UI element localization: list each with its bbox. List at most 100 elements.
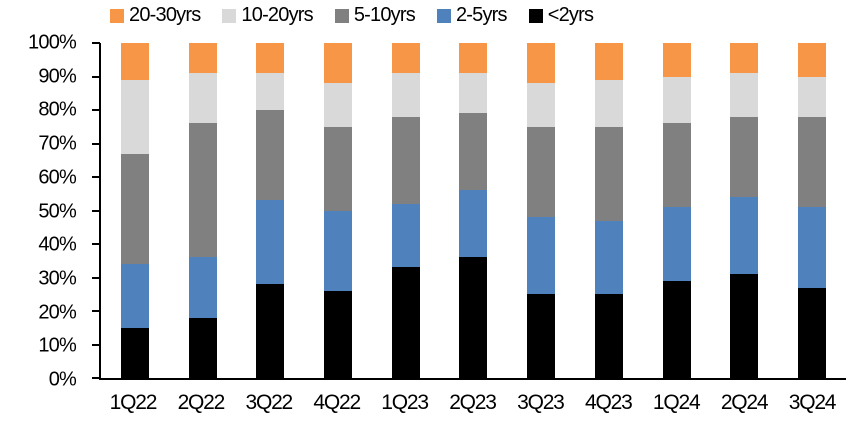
x-axis-tick-label: 3Q22 <box>245 391 293 414</box>
bar-2Q22 <box>188 43 217 378</box>
bar-segment-20-30yrs <box>120 43 149 80</box>
x-axis-tick-label: 4Q23 <box>585 391 633 414</box>
bar-segment-5-10yrs <box>324 126 353 211</box>
y-axis-tick-mark <box>92 276 100 279</box>
y-axis-tick-mark <box>92 243 100 245</box>
y-axis-tick-mark <box>92 377 100 379</box>
legend-label: 10-20yrs <box>241 4 313 26</box>
bar-segment-2-5yrs <box>662 207 691 281</box>
legend-item-2: 5-10yrs <box>334 4 416 27</box>
bar-segment-10-20yrs <box>662 76 691 124</box>
x-axis-tick-label: 3Q23 <box>517 391 565 414</box>
y-axis-tick-label: 70% <box>38 132 76 155</box>
legend-label: 20-30yrs <box>129 4 201 26</box>
y-axis-tick-label: 0% <box>48 368 77 391</box>
y-axis-tick-label: 80% <box>38 98 76 121</box>
bar-segment-10-20yrs <box>730 73 759 117</box>
bar-segment-5-10yrs <box>594 126 623 221</box>
y-axis-tick-label: 30% <box>38 267 76 290</box>
bar-segment-2-5yrs <box>730 197 759 275</box>
y-axis-tick-mark <box>92 343 100 346</box>
bar-segment-5-10yrs <box>256 110 285 201</box>
legend-item-3: 2-5yrs <box>436 4 508 27</box>
bar-segment-10-20yrs <box>391 73 420 117</box>
bar-segment-10-20yrs <box>798 76 827 117</box>
bar-segment-10-20yrs <box>527 83 556 127</box>
bar-segment-2-5yrs <box>798 207 827 288</box>
x-axis-tick-label: 1Q23 <box>381 391 429 414</box>
y-axis-tick-label: 90% <box>38 65 76 88</box>
bar-segment-20-30yrs <box>527 43 556 84</box>
bar-segment-5-10yrs <box>120 153 149 265</box>
bar-segment-20-30yrs <box>459 43 488 74</box>
bar-segment-5-10yrs <box>662 123 691 208</box>
bar-segment-10-20yrs <box>459 73 488 114</box>
bar-segment-5-10yrs <box>459 113 488 191</box>
bar-segment-10-20yrs <box>324 83 353 127</box>
legend-item-0: 20-30yrs <box>110 4 201 27</box>
bar-2Q23 <box>459 43 488 378</box>
x-axis-tick-label: 1Q22 <box>109 391 158 414</box>
legend-marker-icon <box>528 8 543 23</box>
y-axis-tick-mark <box>92 142 100 145</box>
y-axis-tick-label: 60% <box>38 166 76 189</box>
y-axis-tick-mark <box>92 209 100 212</box>
legend-label: 5-10yrs <box>353 4 416 26</box>
x-axis-tick-label: 4Q22 <box>313 391 361 414</box>
bar-1Q22 <box>120 43 149 378</box>
y-axis-tick-mark <box>92 310 100 312</box>
bar-segment-<2yrs <box>256 284 285 378</box>
y-axis-tick-mark <box>92 176 100 178</box>
bar-3Q24 <box>798 43 827 378</box>
bar-segment-2-5yrs <box>324 210 353 291</box>
bar-3Q23 <box>527 43 556 378</box>
bar-segment-20-30yrs <box>256 43 285 74</box>
bar-segment-<2yrs <box>188 317 217 378</box>
bar-segment-5-10yrs <box>391 116 420 204</box>
x-axis-tick-label: 2Q22 <box>177 391 226 414</box>
bar-segment-<2yrs <box>798 287 827 378</box>
legend-label: <2yrs <box>547 4 594 26</box>
bar-segment-20-30yrs <box>324 43 353 84</box>
legend-item-1: 10-20yrs <box>222 4 314 27</box>
bar-segment-<2yrs <box>459 257 488 378</box>
bar-segment-20-30yrs <box>391 43 420 74</box>
bar-segment-<2yrs <box>730 274 759 378</box>
bar-segment-2-5yrs <box>527 217 556 295</box>
bar-1Q23 <box>391 43 420 378</box>
bar-segment-2-5yrs <box>391 203 420 268</box>
y-axis-tick-label: 50% <box>38 200 76 222</box>
legend-marker-icon <box>222 8 237 23</box>
bar-segment-20-30yrs <box>594 43 623 80</box>
plot-area <box>92 42 846 380</box>
bar-segment-<2yrs <box>594 294 623 378</box>
bar-3Q22 <box>256 43 285 378</box>
bar-4Q23 <box>594 43 623 378</box>
bar-segment-2-5yrs <box>120 264 149 328</box>
bar-segment-10-20yrs <box>256 73 285 111</box>
y-axis: 100% 90% 80% 70% 60% 50% 40% 30% 20% 10% 0% <box>0 32 88 391</box>
y-axis-tick-mark <box>92 109 100 111</box>
bar-segment-<2yrs <box>324 290 353 378</box>
bar-segment-10-20yrs <box>120 79 149 154</box>
bar-segment-<2yrs <box>391 267 420 378</box>
bar-1Q24 <box>662 43 691 378</box>
bar-segment-5-10yrs <box>188 123 217 258</box>
legend-marker-icon <box>436 8 451 23</box>
y-axis-tick-mark <box>92 75 100 78</box>
bar-segment-5-10yrs <box>730 116 759 198</box>
legend-marker-icon <box>110 8 124 23</box>
x-axis-tick-label: 2Q24 <box>720 391 769 414</box>
bar-segment-20-30yrs <box>730 43 759 74</box>
bar-2Q24 <box>730 43 759 378</box>
x-axis-tick-label: 3Q24 <box>788 391 837 414</box>
bar-segment-<2yrs <box>662 280 691 378</box>
bar-segment-10-20yrs <box>594 79 623 127</box>
bar-segment-10-20yrs <box>188 73 217 124</box>
y-axis-tick-label: 100% <box>28 31 77 54</box>
bar-segment-5-10yrs <box>798 116 827 208</box>
bar-segment-5-10yrs <box>527 126 556 218</box>
bar-segment-2-5yrs <box>594 220 623 295</box>
legend-label: 2-5yrs <box>455 4 508 26</box>
